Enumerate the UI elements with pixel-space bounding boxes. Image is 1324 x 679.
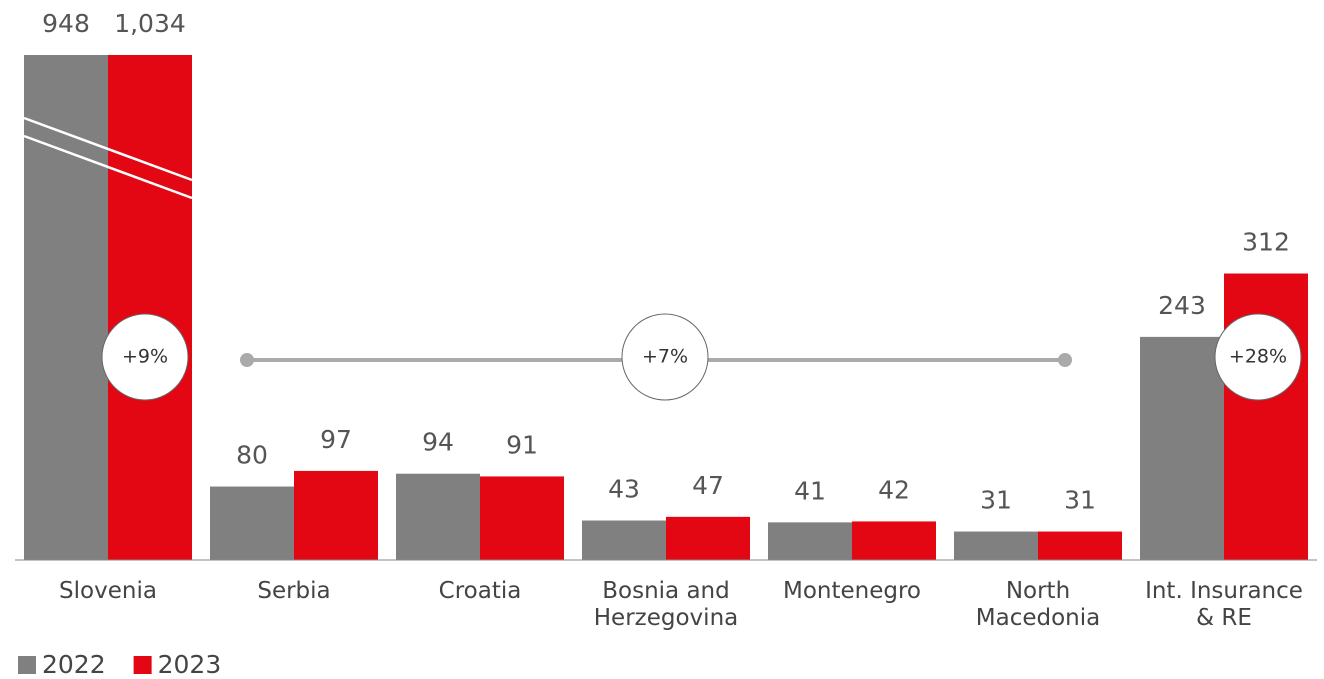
annotation: +28% — [1229, 346, 1287, 368]
legend-label: 2023 — [158, 650, 222, 679]
value-label: 312 — [1242, 228, 1290, 257]
axis-break — [23, 134, 193, 200]
x-tick-label: Montenegro — [782, 578, 921, 604]
bar — [108, 55, 192, 561]
bar — [852, 521, 936, 560]
bar — [768, 522, 852, 560]
bar — [582, 520, 666, 560]
x-tick-label: Slovenia — [59, 578, 157, 604]
value-label: 42 — [878, 475, 910, 504]
value-label: 41 — [794, 476, 826, 505]
annotation-badge — [621, 313, 709, 401]
bar — [24, 55, 108, 561]
bars — [24, 55, 1308, 561]
x-tick-label: Serbia — [257, 578, 331, 604]
legend-swatch — [133, 656, 152, 674]
annotation: +7% — [642, 346, 688, 368]
value-label: 80 — [236, 441, 268, 470]
value-label: 47 — [692, 471, 724, 500]
bar — [210, 486, 294, 560]
bracket-end — [1058, 353, 1072, 367]
value-label: 243 — [1158, 291, 1206, 320]
bar — [294, 470, 378, 560]
value-label: 97 — [320, 425, 352, 454]
value-label: 1,034 — [114, 9, 186, 38]
legend-swatch — [18, 656, 36, 674]
value-label: 948 — [42, 9, 90, 38]
value-label: 31 — [980, 486, 1012, 515]
x-tick-label: Int. Insurance & RE — [1145, 578, 1303, 631]
annotation: +9% — [122, 346, 168, 368]
bar — [666, 516, 750, 560]
bar — [1038, 531, 1122, 560]
bar — [954, 531, 1038, 560]
value-label: 94 — [422, 428, 454, 457]
bar — [1140, 336, 1224, 560]
x-tick-label: Bosnia and Herzegovina — [593, 578, 739, 631]
bar — [480, 476, 564, 560]
value-label: 43 — [608, 475, 640, 504]
axis-break — [23, 116, 193, 182]
value-label: 31 — [1064, 486, 1096, 515]
bar — [396, 473, 480, 560]
annotation-badge — [101, 313, 189, 401]
x-tick-label: Croatia — [438, 578, 522, 604]
annotation-badge — [1214, 313, 1302, 401]
value-label: 91 — [506, 430, 538, 459]
legend-label: 2022 — [42, 650, 106, 679]
bracket-end — [240, 353, 254, 367]
x-tick-label: North Macedonia — [975, 578, 1101, 631]
